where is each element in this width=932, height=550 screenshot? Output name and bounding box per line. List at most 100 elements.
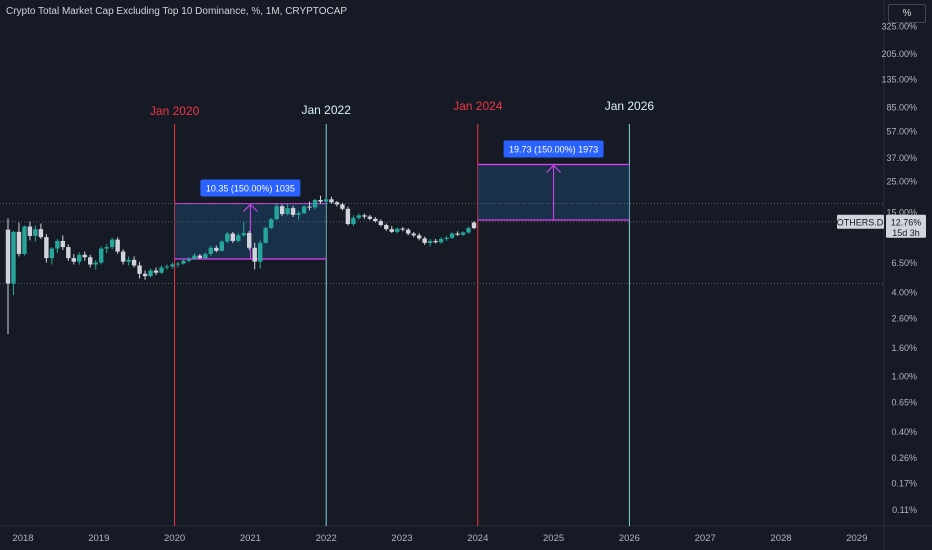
x-tick-label: 2029 — [846, 533, 867, 544]
y-tick-label: 0.11% — [892, 505, 917, 515]
candle-body — [323, 199, 329, 202]
measurement-labels: 10.35 (150.00%) 1035 19.73 (150.00%) 1973 — [200, 140, 604, 197]
candle-body — [301, 206, 307, 214]
candles — [5, 195, 477, 334]
vertical-marker-label: Jan 2020 — [150, 104, 200, 118]
x-tick-label: 2019 — [88, 533, 109, 544]
measurement-badge — [503, 140, 604, 158]
candle-body — [329, 199, 334, 203]
y-tick-label: 135.00% — [881, 75, 917, 85]
candle-body — [290, 208, 296, 215]
candle-body — [230, 233, 235, 241]
candle-body — [411, 233, 416, 236]
candle-body — [285, 208, 290, 215]
price-tag: OTHERS.D 12.76%15d 3h — [837, 214, 926, 238]
y-tick-label: 0.65% — [891, 397, 917, 407]
candle-body — [307, 206, 312, 208]
candle-body — [175, 263, 181, 265]
candle-body — [389, 229, 394, 232]
candle-body — [334, 202, 340, 205]
candle-body — [455, 233, 460, 235]
horizontal-levels — [0, 203, 884, 285]
candle-body — [27, 226, 33, 236]
candle-body — [137, 265, 142, 274]
candle-body — [406, 229, 411, 234]
candle-body — [170, 264, 175, 267]
candle-body — [225, 233, 230, 242]
x-tick-label: 2027 — [695, 533, 716, 544]
candle-body — [416, 235, 422, 239]
candle-body — [384, 225, 389, 230]
candle-body — [373, 218, 378, 222]
candle-body — [263, 228, 268, 243]
candle-body — [109, 239, 115, 248]
candle-body — [208, 247, 214, 254]
price-tag-countdown: 15d 3h — [892, 228, 920, 238]
x-tick-label: 2025 — [543, 533, 564, 544]
candle-body — [252, 247, 257, 262]
x-tick-label: 2020 — [164, 533, 185, 544]
x-tick-label: 2028 — [770, 533, 791, 544]
candle-body — [351, 217, 356, 225]
symbol-tag-label: OTHERS.D — [837, 217, 884, 227]
candle-body — [120, 251, 126, 262]
candle-body — [378, 221, 383, 226]
candle-body — [49, 248, 55, 259]
percent-scale-button[interactable]: % — [888, 4, 926, 23]
y-tick-label: 25.00% — [886, 177, 917, 187]
candle-body — [279, 206, 285, 215]
candle-body — [236, 235, 241, 241]
y-tick-label: 57.00% — [886, 127, 917, 137]
x-tick-label: 2023 — [391, 533, 412, 544]
candle-body — [192, 255, 197, 259]
y-tick-label: 15.00% — [886, 208, 917, 218]
candle-body — [164, 266, 170, 268]
candle-body — [400, 228, 405, 230]
candle-body — [268, 219, 274, 229]
y-tick-label: 325.00% — [881, 21, 917, 31]
candle-body — [22, 226, 27, 254]
candle-body — [438, 239, 444, 243]
candle-body — [126, 259, 131, 262]
candle-body — [186, 258, 192, 261]
candle-body — [362, 215, 367, 217]
candle-body — [274, 206, 279, 220]
candle-body — [44, 237, 49, 259]
x-tick-label: 2021 — [240, 533, 261, 544]
candle-body — [148, 270, 153, 277]
candle-body — [5, 229, 11, 284]
y-tick-label: 0.40% — [891, 427, 917, 437]
y-tick-label: 1.00% — [891, 371, 917, 381]
candle-body — [66, 247, 71, 259]
x-tick-label: 2024 — [467, 533, 488, 544]
candle-body — [471, 222, 477, 229]
x-tick-label: 2026 — [619, 533, 640, 544]
candle-body — [131, 259, 137, 266]
candle-body — [142, 273, 148, 277]
x-axis: 2018 2019 2020 2021 2022 2023 2024 2025 2026 2027… — [12, 533, 867, 544]
candle-body — [33, 229, 38, 236]
candle-body — [466, 228, 471, 233]
candle-body — [93, 262, 98, 265]
candle-body — [153, 270, 159, 273]
candle-body — [38, 229, 44, 238]
candle-body — [427, 240, 433, 243]
y-tick-label: 37.00% — [886, 153, 917, 163]
measurement-arrow-head — [546, 164, 561, 173]
candle-body — [77, 254, 82, 262]
candle-body — [340, 204, 345, 209]
vertical-marker-label: Jan 2024 — [453, 99, 503, 113]
candle-body — [312, 199, 318, 208]
candle-body — [395, 228, 400, 232]
candle-body — [449, 233, 455, 238]
candle-body — [345, 208, 351, 225]
vertical-marker-label: Jan 2022 — [302, 103, 352, 117]
y-tick-label: 85.00% — [886, 103, 917, 113]
candle-body — [257, 242, 263, 262]
candle-body — [55, 240, 60, 249]
candle-body — [115, 239, 120, 252]
y-tick-label: 0.17% — [891, 479, 917, 489]
candle-body — [82, 254, 87, 258]
symbol-tag-bg — [837, 214, 884, 229]
